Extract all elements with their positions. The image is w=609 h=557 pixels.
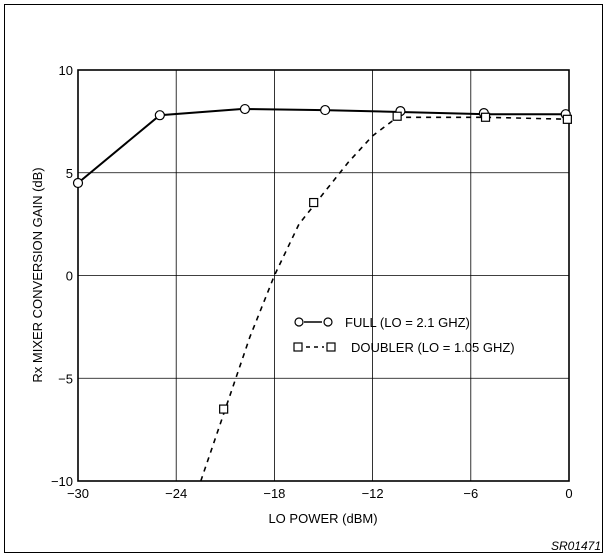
y-tick-label: 5 bbox=[66, 166, 73, 181]
legend-label-doubler: DOUBLER (LO = 1.05 GHZ) bbox=[351, 340, 515, 355]
legend: FULL (LO = 2.1 GHZ) DOUBLER (LO = 1.05 G… bbox=[293, 315, 515, 355]
series-markers bbox=[72, 103, 572, 414]
y-axis-title: Rx MIXER CONVERSION GAIN (dB) bbox=[30, 167, 45, 382]
figure-frame bbox=[4, 4, 603, 553]
x-tick-label: −24 bbox=[165, 486, 187, 501]
full-data-point bbox=[239, 103, 251, 115]
doubler-series-line bbox=[200, 116, 570, 482]
figure-id: SR01471 bbox=[551, 539, 601, 553]
x-tick-label: 0 bbox=[565, 486, 572, 501]
doubler-data-point bbox=[392, 111, 402, 121]
y-tick-label: 10 bbox=[59, 63, 73, 78]
grid bbox=[77, 69, 570, 482]
y-tick-label: −5 bbox=[58, 371, 73, 386]
x-tick-label: −6 bbox=[463, 486, 478, 501]
x-tick-label: −12 bbox=[362, 486, 384, 501]
plot-area-border bbox=[77, 69, 570, 482]
full-data-point bbox=[154, 110, 165, 121]
series-lines bbox=[77, 107, 570, 482]
legend-circle-marker bbox=[323, 317, 333, 327]
x-tick-label: −18 bbox=[263, 486, 285, 501]
x-axis-title: LO POWER (dBM) bbox=[268, 511, 377, 526]
legend-label-full: FULL (LO = 2.1 GHZ) bbox=[345, 315, 470, 330]
legend-circle-marker bbox=[294, 317, 304, 327]
doubler-data-point bbox=[562, 114, 572, 124]
doubler-data-point bbox=[309, 197, 319, 208]
y-tick-label: −10 bbox=[51, 474, 73, 489]
y-tick-label: 0 bbox=[66, 269, 73, 284]
legend-square-marker bbox=[326, 342, 336, 352]
full-data-point bbox=[320, 104, 331, 116]
full-data-point bbox=[72, 177, 84, 189]
x-tick-label: −30 bbox=[67, 486, 89, 501]
tick-labels: −30 −24 −18 −12 −6 0 10 5 0 −5 −10 bbox=[51, 63, 573, 501]
doubler-data-point bbox=[219, 404, 229, 414]
full-series-line bbox=[77, 107, 569, 184]
legend-square-marker bbox=[293, 342, 303, 352]
doubler-data-point bbox=[480, 112, 491, 122]
